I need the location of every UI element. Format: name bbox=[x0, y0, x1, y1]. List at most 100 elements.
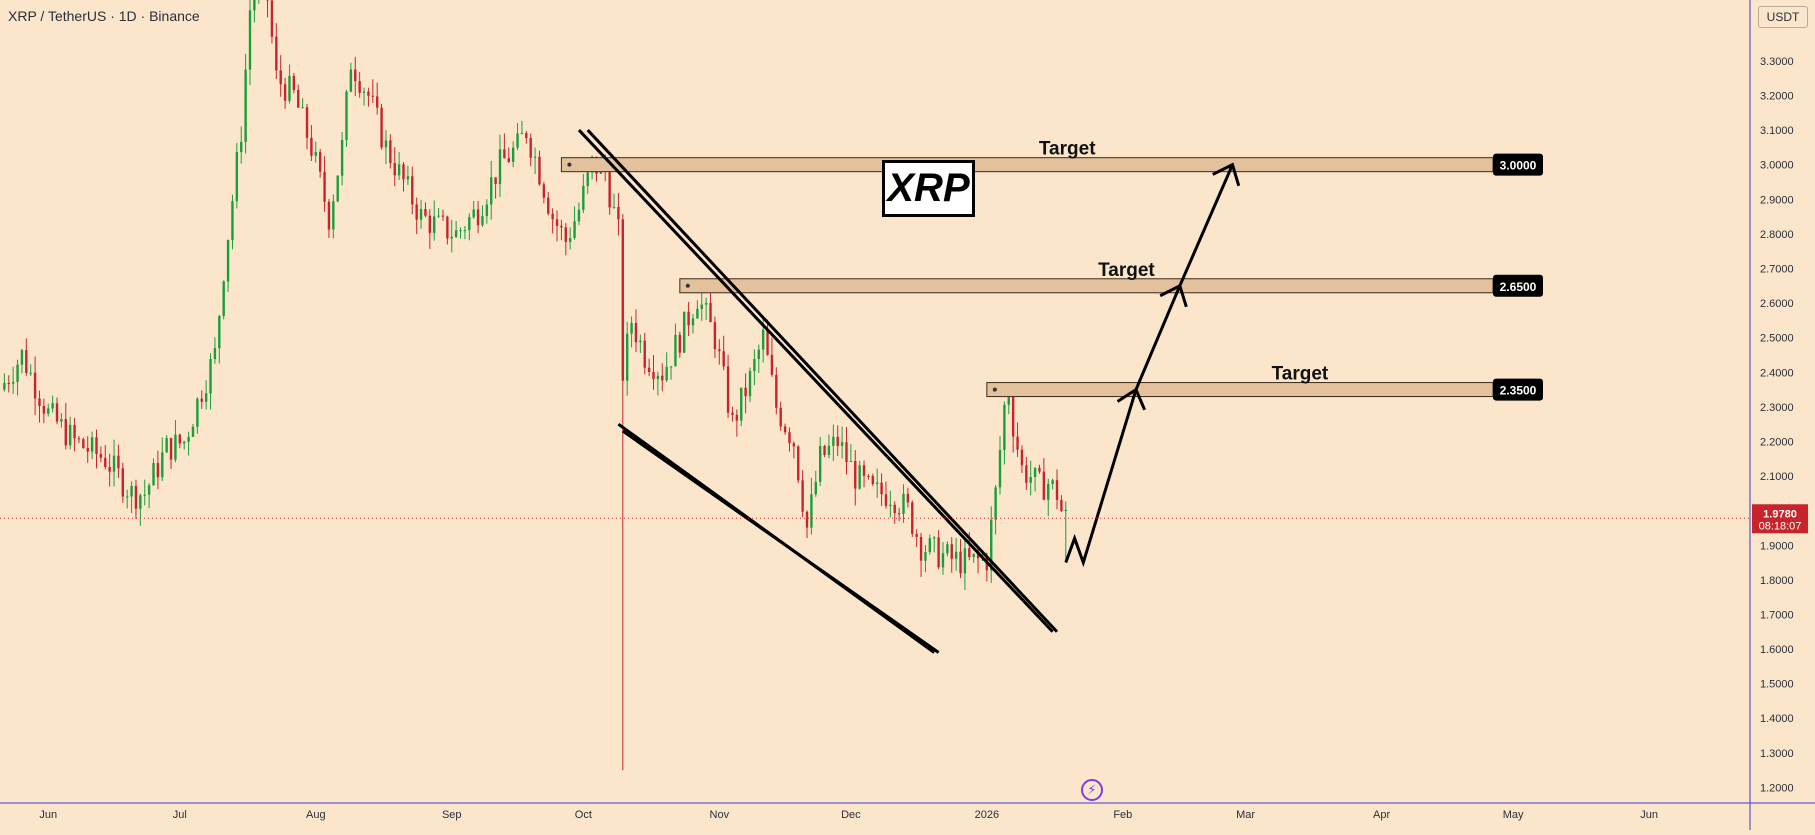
candle bbox=[521, 121, 523, 134]
candle bbox=[21, 349, 23, 374]
candle bbox=[828, 435, 830, 459]
candle-body bbox=[749, 371, 751, 396]
candle bbox=[946, 541, 948, 556]
price-tick-label: 1.8000 bbox=[1760, 575, 1794, 587]
price-tick-label: 2.5000 bbox=[1760, 333, 1794, 345]
candle bbox=[565, 223, 567, 255]
candle bbox=[630, 316, 632, 347]
candle-body bbox=[363, 92, 365, 93]
candle bbox=[464, 226, 466, 239]
candle-body bbox=[587, 173, 589, 186]
candle bbox=[394, 147, 396, 186]
candle-body bbox=[661, 376, 663, 381]
candle bbox=[613, 194, 615, 209]
target-zone-band bbox=[680, 279, 1493, 293]
price-tick-label: 1.7000 bbox=[1760, 609, 1794, 621]
candle bbox=[858, 461, 860, 490]
price-tick-label: 1.2000 bbox=[1760, 782, 1794, 794]
time-tick-label: Dec bbox=[841, 809, 861, 821]
candle bbox=[578, 203, 580, 226]
candle-body bbox=[16, 365, 18, 382]
candle-body bbox=[955, 552, 957, 559]
candle bbox=[876, 469, 878, 498]
candle-body bbox=[639, 341, 641, 343]
candle bbox=[477, 201, 479, 233]
candle bbox=[266, 0, 268, 17]
candle-body bbox=[832, 437, 834, 446]
candle-body bbox=[486, 204, 488, 216]
candle bbox=[898, 508, 900, 521]
candle-body bbox=[69, 425, 71, 445]
candle bbox=[665, 352, 667, 382]
candle bbox=[560, 220, 562, 240]
candle-body bbox=[455, 230, 457, 237]
candle bbox=[937, 530, 939, 569]
candle bbox=[727, 355, 729, 418]
candle-body bbox=[854, 461, 856, 489]
candle bbox=[942, 542, 944, 575]
candle-body bbox=[657, 376, 659, 379]
target-zone-anchor bbox=[993, 388, 997, 392]
candle-body bbox=[709, 303, 711, 322]
lightning-badge-icon[interactable]: ⚡ bbox=[1081, 779, 1103, 801]
candle-body bbox=[722, 351, 724, 366]
currency-button[interactable]: USDT bbox=[1758, 6, 1808, 28]
candle-body bbox=[429, 216, 431, 233]
candle bbox=[753, 349, 755, 385]
candle-body bbox=[942, 553, 944, 567]
candle bbox=[1043, 458, 1045, 500]
candle bbox=[999, 436, 1001, 495]
candle-body bbox=[841, 442, 843, 446]
candle-body bbox=[872, 476, 874, 484]
candle-body bbox=[21, 350, 23, 365]
candle bbox=[547, 192, 549, 215]
time-tick-label: Jun bbox=[1640, 809, 1658, 821]
candle bbox=[73, 418, 75, 451]
candle bbox=[236, 143, 238, 209]
candle-body bbox=[51, 403, 53, 408]
candle bbox=[275, 23, 277, 79]
candle-body bbox=[244, 70, 246, 142]
candle bbox=[227, 239, 229, 291]
candle bbox=[674, 324, 676, 367]
candle-body bbox=[644, 341, 646, 368]
candle-body bbox=[407, 176, 409, 179]
candle-body bbox=[920, 537, 922, 561]
candle bbox=[972, 553, 974, 563]
time-tick-label: Jun bbox=[39, 809, 57, 821]
price-tick-label: 3.1000 bbox=[1760, 125, 1794, 137]
candle bbox=[306, 104, 308, 149]
candle-body bbox=[622, 219, 624, 380]
candle-body bbox=[556, 219, 558, 226]
candle-body bbox=[468, 217, 470, 230]
candle bbox=[872, 474, 874, 486]
candle bbox=[718, 339, 720, 364]
target-label: Target bbox=[1272, 364, 1329, 385]
candle-body bbox=[148, 485, 150, 494]
candle-body bbox=[731, 413, 733, 415]
candle-body bbox=[91, 437, 93, 451]
candle-body bbox=[227, 240, 229, 281]
candle bbox=[174, 420, 176, 462]
candle-body bbox=[894, 505, 896, 513]
candle-body bbox=[117, 456, 119, 469]
candle bbox=[222, 280, 224, 319]
candle bbox=[1038, 465, 1040, 474]
candle-body bbox=[95, 437, 97, 454]
candle bbox=[95, 430, 97, 469]
candle bbox=[696, 300, 698, 319]
candle bbox=[841, 427, 843, 459]
candle-body bbox=[446, 217, 448, 239]
candle bbox=[446, 216, 448, 245]
candle-body bbox=[113, 456, 115, 472]
candle bbox=[722, 336, 724, 371]
candle-body bbox=[1030, 477, 1032, 483]
candle-body bbox=[538, 157, 540, 185]
candle bbox=[569, 227, 571, 249]
candle-body bbox=[354, 70, 356, 82]
candle bbox=[863, 460, 865, 487]
candle-body bbox=[130, 486, 132, 496]
